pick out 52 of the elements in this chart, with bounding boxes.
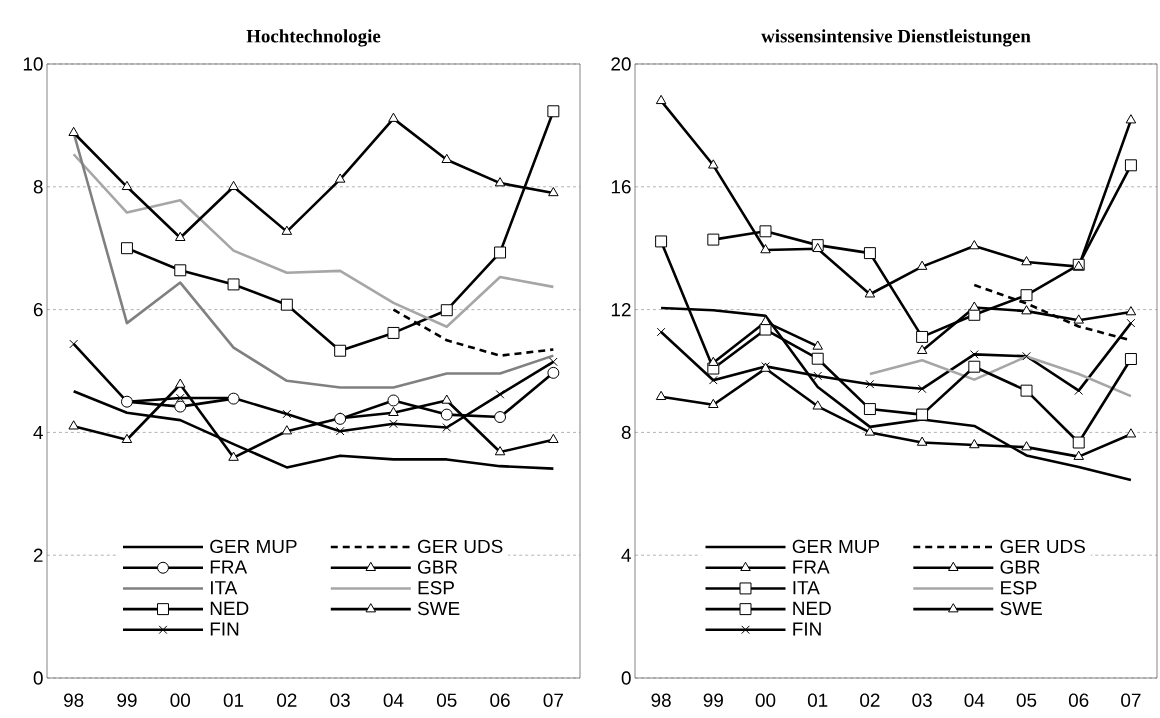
- legend-label: NED: [210, 601, 249, 615]
- legend-label: ITA: [793, 581, 820, 595]
- legend-label: GER UDS: [418, 539, 503, 554]
- x-tick-label: 06: [490, 693, 510, 707]
- y-tick-label: 8: [33, 180, 43, 194]
- y-tick-label: 0: [33, 671, 43, 685]
- y-tick-label: 0: [621, 671, 631, 685]
- x-tick-label: 00: [170, 693, 191, 707]
- chart-title: wissensintensive Dienstleistungen: [761, 29, 1031, 47]
- legend-label: ESP: [418, 581, 454, 595]
- legend-label: SWE: [417, 601, 460, 616]
- legend-label: GER UDS: [1000, 539, 1085, 554]
- y-tick-label: 4: [33, 425, 43, 439]
- x-tick-label: 02: [860, 693, 880, 707]
- legend-label: FRA: [793, 560, 830, 574]
- legend-label: GBR: [1000, 560, 1040, 574]
- x-tick-label: 98: [64, 693, 84, 707]
- x-tick-label: 99: [117, 693, 137, 707]
- legend-label: GBR: [418, 560, 458, 574]
- y-tick-label: 6: [33, 302, 43, 317]
- x-tick-label: 07: [1121, 693, 1141, 707]
- y-tick-label: 12: [611, 302, 631, 317]
- x-tick-label: 98: [651, 693, 671, 707]
- x-tick-label: 06: [1068, 693, 1089, 707]
- x-tick-label: 02: [277, 693, 297, 707]
- x-tick-label: 05: [1016, 693, 1037, 707]
- y-tick-label: 20: [611, 57, 631, 71]
- x-tick-label: 04: [383, 693, 404, 707]
- legend-label: NED: [793, 601, 831, 615]
- legend-label: FIN: [793, 622, 821, 636]
- x-tick-label: 03: [912, 693, 932, 707]
- legend-label: FRA: [210, 560, 248, 574]
- x-tick-label: 04: [964, 693, 985, 707]
- chart-title: Hochtechnologie: [246, 29, 381, 47]
- y-tick-label: 10: [23, 57, 43, 71]
- x-tick-label: 01: [223, 693, 244, 707]
- x-tick-label: 00: [755, 693, 776, 707]
- x-tick-label: 99: [703, 693, 723, 707]
- x-tick-label: 03: [330, 693, 350, 707]
- legend-label: FIN: [210, 622, 239, 636]
- legend-label: SWE: [1000, 601, 1042, 616]
- legend-label: GER MUP: [792, 539, 880, 554]
- y-tick-label: 16: [611, 180, 631, 194]
- y-tick-label: 2: [33, 548, 43, 562]
- y-tick-label: 4: [621, 548, 631, 562]
- legend-label: GER MUP: [210, 539, 297, 554]
- y-tick-label: 8: [621, 425, 631, 440]
- x-tick-label: 07: [543, 693, 563, 707]
- legend-label: ESP: [1001, 581, 1037, 595]
- legend-label: ITA: [211, 581, 238, 595]
- x-tick-label: 05: [436, 693, 457, 707]
- x-tick-label: 01: [807, 693, 828, 707]
